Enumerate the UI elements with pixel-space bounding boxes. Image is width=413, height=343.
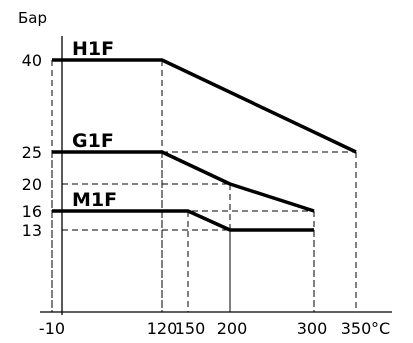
dashed-guide-lines [51,59,357,312]
series-label-g1f: G1F [72,130,114,152]
y-tick-label: 16 [22,202,42,221]
y-tick-label: 20 [22,175,42,194]
y-tick-label: 40 [22,51,42,70]
series-label-m1f: M1F [72,189,117,211]
series-line-h1f [52,58,357,154]
y-tick-label: 25 [22,143,42,162]
x-tick-label: 150 [175,319,206,338]
series-line-m1f [52,209,314,232]
x-tick-label: 300 [297,319,328,338]
series-lines [52,58,357,232]
x-tick-label: 200 [217,319,248,338]
y-axis-label: Бар [18,9,47,27]
x-axis-unit: °C [371,319,390,338]
x-tick-label: 120 [147,319,178,338]
x-tick-label: -10 [39,319,65,338]
series-label-h1f: H1F [72,38,114,60]
x-tick-label: 350 [341,319,372,338]
y-tick-label: 13 [22,221,42,240]
chart-axes [40,36,392,315]
series-line-g1f [52,150,315,213]
